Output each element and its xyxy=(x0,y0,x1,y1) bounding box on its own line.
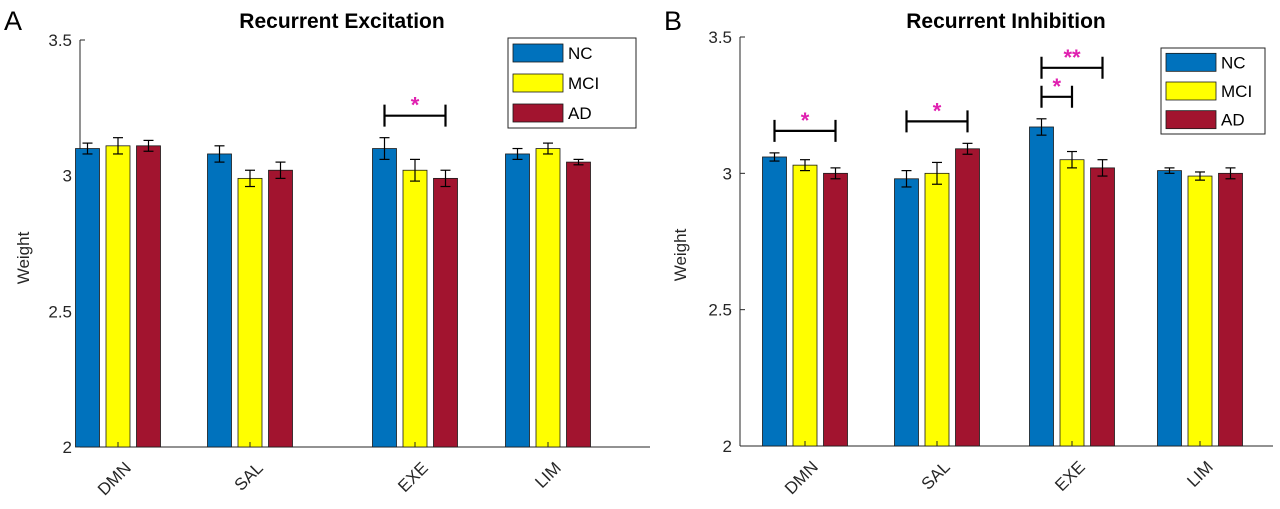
x-tick-label: SAL xyxy=(231,458,267,494)
legend-label-nc: NC xyxy=(568,44,593,63)
bar-mci xyxy=(402,169,428,448)
legend-swatch-mci xyxy=(512,73,564,93)
chart-title-b: Recurrent Inhibition xyxy=(906,10,1106,33)
x-tick-label: EXE xyxy=(1051,457,1088,494)
y-tick-label: 3.5 xyxy=(708,28,732,47)
bar-mci xyxy=(535,148,561,448)
y-tick-label: 2 xyxy=(63,438,72,457)
bar-mci xyxy=(1059,159,1085,447)
significance-label: * xyxy=(801,108,810,133)
y-tick-label: 2.5 xyxy=(48,302,72,321)
bar-nc xyxy=(75,148,100,448)
significance-bracket xyxy=(1040,56,1104,79)
legend-swatch-ad xyxy=(1165,110,1217,130)
legend-label-mci: MCI xyxy=(1221,82,1252,101)
panel-a: A Recurrent Excitation Weight 2 2.5 3 3.5 DM… xyxy=(4,6,650,499)
y-tick-label: 2 xyxy=(723,437,732,456)
y-tick-label: 3 xyxy=(63,167,72,186)
panel-b: B Recurrent Inhibition Weight 2 2.5 3 3.5 DM… xyxy=(664,6,1273,498)
bar-ad xyxy=(566,161,591,448)
significance-bracket xyxy=(1040,85,1074,108)
y-axis-label-a: Weight xyxy=(14,231,33,284)
significance-bracket xyxy=(383,104,447,127)
bar-ad xyxy=(823,172,848,447)
x-tick-label: LIM xyxy=(531,458,564,491)
legend-swatch-ad xyxy=(512,103,564,123)
bar-nc xyxy=(505,153,530,448)
x-tick-label: LIM xyxy=(1183,457,1216,490)
significance-label: * xyxy=(1052,74,1061,99)
x-tick-label: EXE xyxy=(394,458,431,495)
legend-swatch-mci xyxy=(1165,81,1217,101)
bar-ad xyxy=(955,148,980,447)
legend-label-ad: AD xyxy=(568,104,592,123)
bar-ad xyxy=(1090,167,1115,447)
bar-mci xyxy=(105,145,131,448)
bar-ad xyxy=(136,145,161,448)
bar-nc xyxy=(894,178,919,447)
x-tick-label: DMN xyxy=(781,457,822,498)
bar-nc xyxy=(372,148,397,448)
bar-mci xyxy=(792,164,818,447)
y-tick-label: 3.5 xyxy=(48,31,72,50)
legend-swatch-nc xyxy=(512,43,564,63)
y-axis-label-b: Weight xyxy=(671,228,690,281)
x-tick-label: DMN xyxy=(94,458,135,499)
bar-mci xyxy=(237,177,263,448)
significance-bracket xyxy=(905,110,969,133)
panel-letter-a: A xyxy=(4,6,22,36)
significance-bracket xyxy=(773,119,837,142)
significance-label: ** xyxy=(1063,45,1081,70)
legend-swatch-nc xyxy=(1165,52,1217,72)
legend-label-nc: NC xyxy=(1221,53,1246,72)
y-tick-label: 2.5 xyxy=(708,301,732,320)
x-tick-label: SAL xyxy=(918,457,954,493)
legend-label-ad: AD xyxy=(1221,111,1245,130)
y-tick-label: 3 xyxy=(723,164,732,183)
bar-nc xyxy=(762,156,787,447)
bar-nc xyxy=(1157,170,1182,447)
bar-mci xyxy=(924,172,950,447)
significance-label: * xyxy=(933,98,942,123)
bar-ad xyxy=(268,169,293,448)
bar-ad xyxy=(433,177,458,448)
bar-ad xyxy=(1218,172,1243,447)
bar-nc xyxy=(207,153,232,448)
chart-title-a: Recurrent Excitation xyxy=(239,10,444,33)
significance-label: * xyxy=(411,93,420,118)
panel-letter-b: B xyxy=(664,6,682,36)
legend-label-mci: MCI xyxy=(568,74,599,93)
bar-nc xyxy=(1029,126,1054,447)
bar-mci xyxy=(1187,175,1213,447)
